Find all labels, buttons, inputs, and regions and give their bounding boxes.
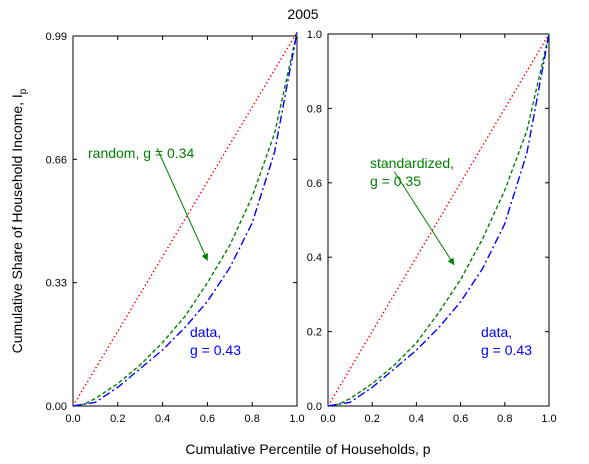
y-tick-label: 0.4 xyxy=(307,252,322,264)
annotation-label: data, g = 0.43 xyxy=(190,324,241,358)
annotation-line: standardized, xyxy=(370,155,454,171)
annotation-label: standardized, g = 0.35 xyxy=(370,155,454,189)
equality-line xyxy=(327,33,550,407)
annotation-arrow xyxy=(393,171,455,266)
plot-frame xyxy=(72,35,298,407)
y-tick-label: 0.0 xyxy=(307,401,322,413)
annotation-label: random, g = 0.34 xyxy=(88,145,194,161)
left-panel: 0.0 0.2 0.4 0.6 0.8 1.0 0.00 0.33 0.66 0.99 random… xyxy=(46,31,305,425)
x-tick-label: 0.2 xyxy=(110,413,125,425)
x-tick-label: 0.2 xyxy=(365,413,380,425)
y-axis-title: Cumulative Share of Household Income, Ip xyxy=(9,88,29,353)
x-tick-label: 0.8 xyxy=(245,413,260,425)
x-tick-label: 0.6 xyxy=(200,413,215,425)
annotation-arrow xyxy=(156,147,209,261)
data-curve xyxy=(72,32,298,407)
y-axis-title-text: Cumulative Share of Household Income, I xyxy=(9,94,25,353)
x-tick-label: 0.4 xyxy=(155,413,170,425)
annotation-line: random, g = 0.34 xyxy=(88,145,194,161)
random-curve xyxy=(72,32,298,407)
y-tick-label: 0.00 xyxy=(46,401,67,413)
annotation-line: g = 0.43 xyxy=(481,342,532,358)
right-panel: 0.0 0.2 0.4 0.6 0.8 1.0 0.0 0.2 0.4 0.6 0.8 1.0 stan… xyxy=(307,29,557,425)
y-tick-label: 0.2 xyxy=(307,327,322,339)
plot-frame xyxy=(327,33,550,407)
y-tick-label: 1.0 xyxy=(307,29,322,41)
y-tick-label: 0.99 xyxy=(46,31,67,43)
annotation-line: data, xyxy=(481,324,512,340)
x-tick-label: 1.0 xyxy=(541,413,556,425)
x-tick-label: 0.0 xyxy=(65,413,80,425)
figure-title: 2005 xyxy=(287,6,318,22)
x-tick-label: 1.0 xyxy=(289,413,304,425)
x-tick-label: 0.0 xyxy=(320,413,335,425)
x-tick-label: 0.4 xyxy=(409,413,424,425)
x-tick-label: 0.6 xyxy=(453,413,468,425)
y-tick-label: 0.33 xyxy=(46,278,67,290)
annotation-label: data, g = 0.43 xyxy=(481,324,532,358)
annotation-line: data, xyxy=(190,324,221,340)
y-axis-title-subscript: p xyxy=(18,88,29,94)
svg-text:Cumulative Share of Household: Cumulative Share of Household Income, Ip xyxy=(9,88,29,353)
x-axis-title: Cumulative Percentile of Households, p xyxy=(185,441,430,457)
equality-line xyxy=(72,31,298,407)
data-curve xyxy=(327,33,550,407)
annotation-line: g = 0.43 xyxy=(190,342,241,358)
y-tick-label: 0.6 xyxy=(307,178,322,190)
x-tick-label: 0.8 xyxy=(497,413,512,425)
y-tick-label: 0.66 xyxy=(46,154,67,166)
standardized-curve xyxy=(327,33,550,407)
annotation-line: g = 0.35 xyxy=(370,173,421,189)
y-tick-label: 0.8 xyxy=(307,103,322,115)
